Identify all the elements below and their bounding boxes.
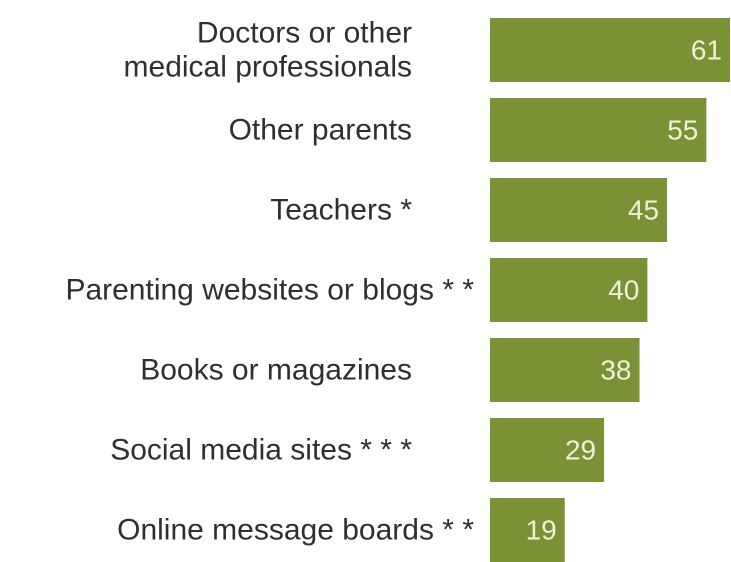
- value-label-3: 45: [628, 195, 659, 226]
- bar-3: [490, 178, 668, 242]
- value-label-5: 38: [600, 355, 631, 386]
- value-label-6: 29: [565, 435, 596, 466]
- value-label-1: 61: [691, 35, 722, 66]
- bar-5: [490, 338, 640, 402]
- category-label-3: Teachers *: [270, 194, 412, 227]
- value-label-4: 40: [608, 275, 639, 306]
- bar-6: [490, 418, 605, 482]
- category-label-5: Books or magazines: [140, 354, 412, 387]
- bar-4: [490, 258, 648, 322]
- category-label-2: Other parents: [229, 114, 412, 147]
- category-label-6: Social media sites * * *: [110, 434, 412, 467]
- category-label-4: Parenting websites or blogs * *: [65, 274, 474, 307]
- category-label-7: Online message boards * *: [117, 514, 474, 547]
- value-label-2: 55: [667, 115, 698, 146]
- value-label-7: 19: [526, 515, 557, 546]
- bar-7: [490, 498, 565, 562]
- bar-1: [490, 18, 730, 82]
- bar-2: [490, 98, 707, 162]
- category-label-1: Doctors or other medical professionals: [124, 17, 412, 84]
